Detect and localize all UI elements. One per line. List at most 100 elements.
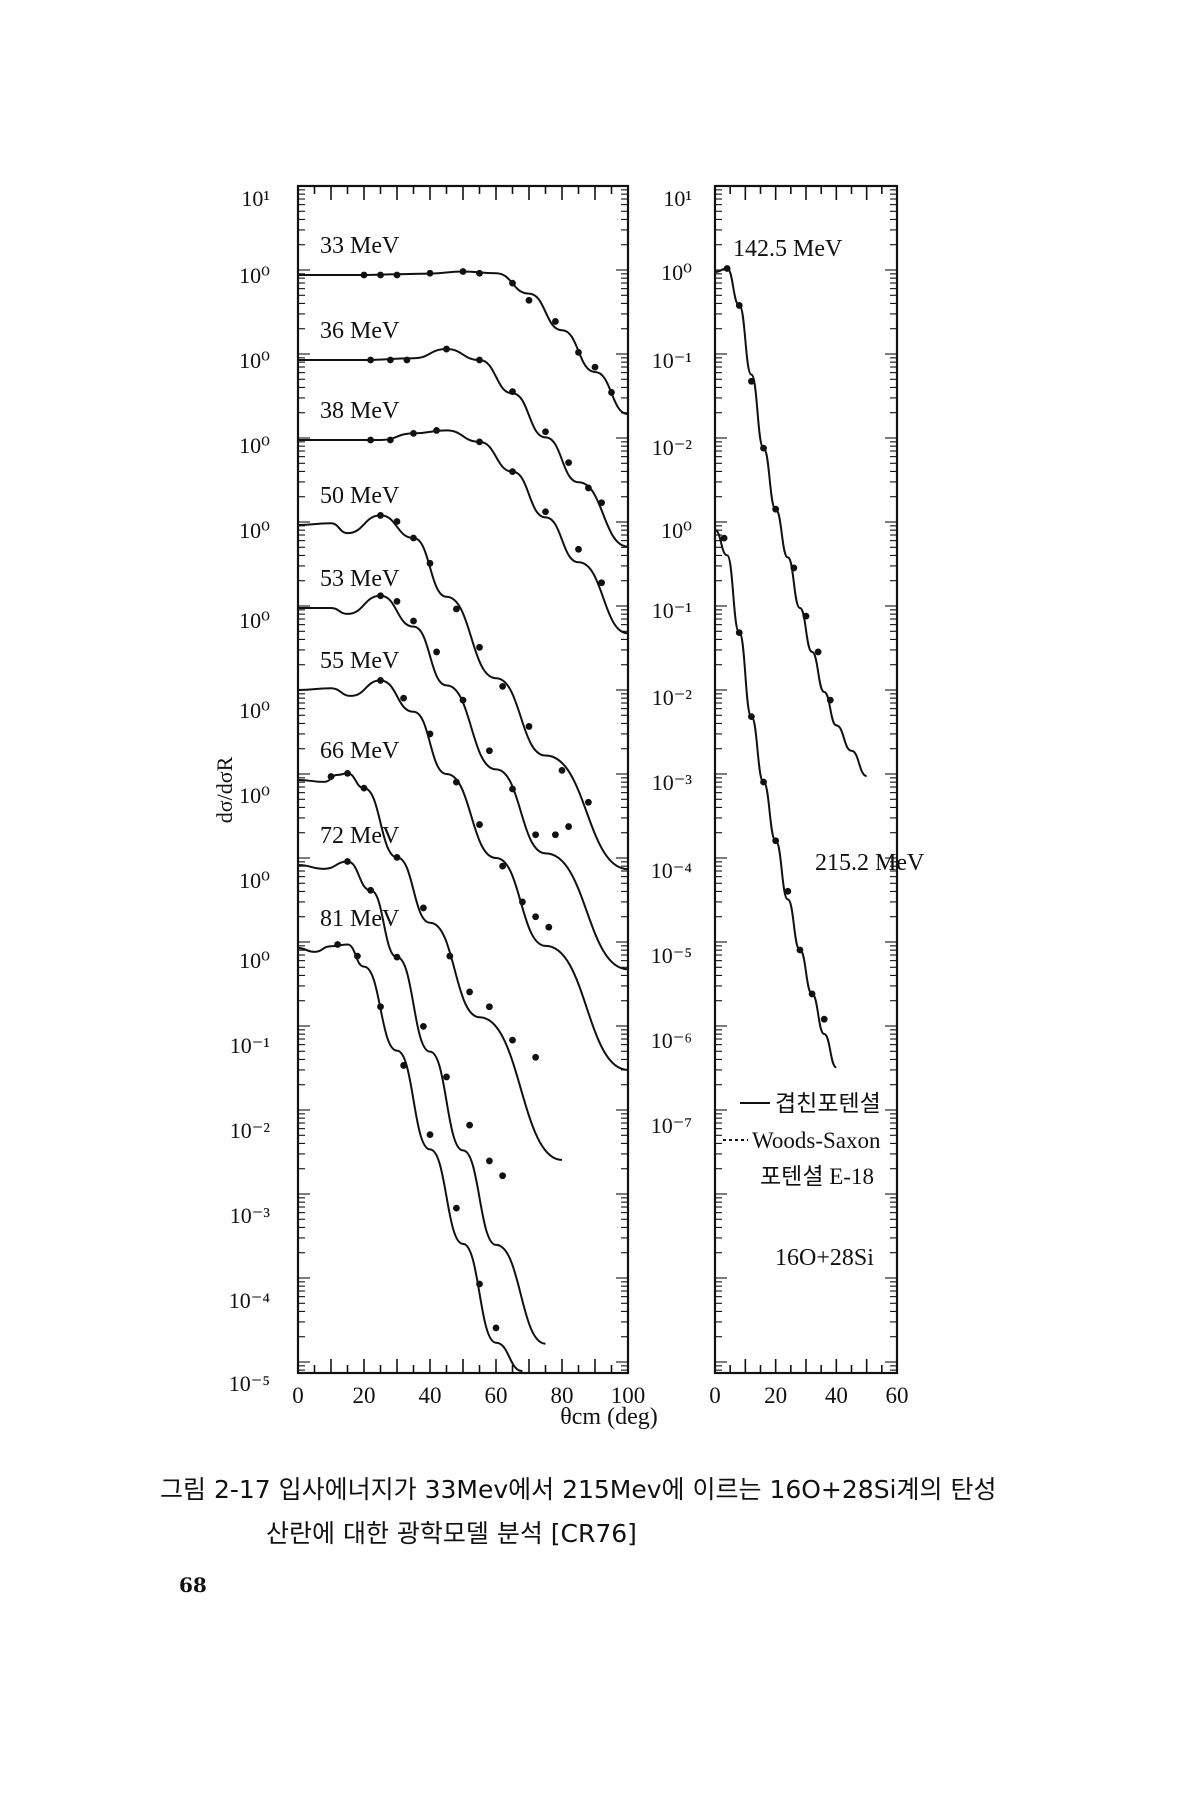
- data-point: [509, 785, 516, 793]
- data-point: [565, 823, 572, 830]
- data-point: [354, 952, 361, 960]
- data-point: [772, 837, 780, 845]
- legend-dashed-label: Woods-Saxon: [752, 1128, 881, 1153]
- data-point: [552, 318, 559, 325]
- data-point: [509, 468, 516, 476]
- data-point: [720, 534, 728, 542]
- data-point: [426, 1131, 434, 1139]
- data-point: [433, 427, 440, 434]
- tick-labels: 0 20 40 60 80 100 10¹ 10⁰ 10⁰ 10⁰ 10⁰ 10⁰ 10⁰ 10⁰ 10⁰ 1…: [229, 186, 909, 1408]
- data-point: [377, 512, 384, 519]
- series-label: 50 MeV: [320, 483, 400, 509]
- data-point: [542, 428, 549, 436]
- data-point: [820, 1015, 828, 1023]
- data-point: [453, 778, 460, 786]
- curve-215.2-mev: [714, 529, 837, 1069]
- curve-50-mev: [297, 514, 629, 871]
- y-tick-label: 10⁻⁵: [651, 943, 692, 968]
- figure-caption: 그림 2-17 입사에너지가 33Mev에서 215Mev에 이르는 16O+2…: [160, 1468, 1140, 1556]
- data-point: [393, 518, 401, 525]
- data-point: [377, 677, 384, 684]
- data-point: [410, 617, 417, 625]
- x-axis-label: θcm (deg): [560, 1404, 657, 1430]
- data-point: [426, 269, 434, 277]
- data-point: [403, 356, 411, 364]
- y-tick-label: 10⁰: [239, 698, 270, 723]
- data-point: [525, 296, 533, 304]
- data-point: [790, 564, 798, 572]
- data-point: [558, 766, 566, 774]
- data-point: [802, 612, 810, 620]
- y-tick-label: 10¹: [663, 186, 692, 211]
- data-point: [453, 1204, 460, 1212]
- data-point: [410, 429, 417, 437]
- minor-ticks: [297, 186, 898, 1373]
- curve-142.5-mev: [714, 267, 868, 777]
- data-point: [344, 769, 351, 777]
- data-point: [400, 694, 407, 702]
- series-label: 55 MeV: [320, 648, 400, 674]
- data-point: [360, 784, 368, 792]
- data-point: [532, 831, 539, 839]
- data-point: [509, 388, 516, 396]
- curve-38-mev: [298, 429, 629, 635]
- x-tick-label: 0: [709, 1383, 721, 1408]
- data-point: [591, 363, 599, 371]
- data-point: [433, 648, 440, 656]
- data-point: [400, 1062, 407, 1069]
- data-point: [459, 268, 467, 275]
- legend-solid-label: 겹친포텐셜: [775, 1091, 881, 1116]
- data-point: [499, 862, 506, 870]
- curve-53-mev: [297, 594, 629, 971]
- legend-dashed-label-2: 포텐셜 E-18: [760, 1164, 874, 1189]
- data-point: [393, 597, 401, 605]
- series-label: 66 MeV: [320, 738, 400, 764]
- data-point: [420, 1022, 427, 1030]
- y-tick-label: 10¹: [241, 186, 270, 211]
- data-point: [453, 605, 460, 613]
- y-tick-label: 10⁻¹: [652, 348, 692, 373]
- y-tick-label: 10⁰: [239, 348, 270, 373]
- data-point: [519, 898, 526, 906]
- data-point: [545, 923, 553, 931]
- data-point: [466, 1121, 473, 1129]
- y-tick-label: 10⁻²: [230, 1118, 271, 1143]
- data-point: [499, 682, 506, 690]
- y-tick-label: 10⁰: [661, 260, 692, 285]
- data-points: [327, 265, 834, 1332]
- data-point: [393, 953, 401, 961]
- caption-line-2: 산란에 대한 광학모델 분석 [CR76]: [266, 1519, 637, 1548]
- x-tick-label: 100: [611, 1383, 646, 1408]
- y-tick-label: 10⁻¹: [652, 598, 692, 623]
- data-point: [760, 444, 767, 452]
- legend: 겹친포텐셜 Woods-Saxon 포텐셜 E-18: [723, 1091, 881, 1189]
- data-point: [426, 730, 434, 738]
- data-point: [748, 377, 755, 385]
- curve-72-mev: [297, 860, 546, 1345]
- x-tick-label: 20: [764, 1383, 787, 1408]
- data-point: [542, 508, 549, 516]
- y-tick-label: 10⁰: [239, 783, 270, 808]
- data-point: [466, 988, 473, 996]
- data-point: [598, 579, 605, 587]
- data-point: [499, 1172, 506, 1180]
- data-point: [446, 952, 454, 960]
- data-point: [598, 499, 605, 507]
- data-point: [772, 505, 780, 513]
- x-tick-label: 80: [551, 1383, 574, 1408]
- y-tick-label: 10⁻⁶: [651, 1028, 692, 1053]
- y-tick-label: 10⁰: [661, 518, 692, 543]
- data-point: [735, 629, 743, 637]
- y-tick-label: 10⁻²: [652, 685, 693, 710]
- data-point: [492, 1324, 500, 1332]
- data-point: [585, 484, 592, 492]
- data-point: [393, 271, 401, 279]
- data-point: [334, 941, 341, 948]
- series-label: 33 MeV: [320, 233, 400, 259]
- series-label: 72 MeV: [320, 823, 400, 849]
- data-point: [420, 904, 427, 912]
- data-point: [565, 459, 572, 467]
- data-point: [393, 853, 401, 861]
- data-point: [486, 747, 493, 755]
